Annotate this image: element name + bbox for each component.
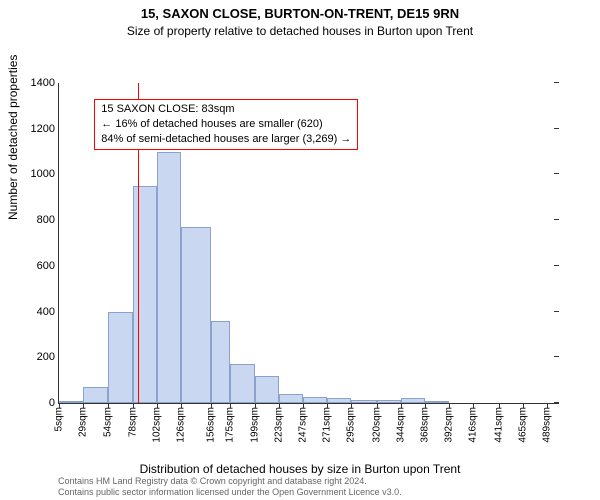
x-tick-label: 441sqm (493, 407, 504, 443)
x-tick-mark (547, 403, 548, 408)
y-tick-label: 600 (37, 260, 55, 272)
x-tick-mark (279, 403, 280, 408)
x-tick-mark (425, 403, 426, 408)
attribution-line-2: Contains public sector information licen… (58, 487, 402, 498)
histogram-bar (279, 394, 303, 403)
x-tick-label: 156sqm (206, 407, 217, 443)
x-tick-mark (351, 403, 352, 408)
y-tick-mark (554, 82, 559, 83)
histogram-bar (255, 376, 279, 403)
x-tick-label: 126sqm (175, 407, 186, 443)
x-tick-label: 199sqm (249, 407, 260, 443)
histogram-bar (303, 397, 327, 403)
x-tick-label: 465sqm (517, 407, 528, 443)
x-tick-mark (303, 403, 304, 408)
x-tick-mark (523, 403, 524, 408)
x-tick-label: 344sqm (395, 407, 406, 443)
plot-area: 02004006008001000120014005sqm29sqm54sqm7… (58, 83, 559, 404)
x-tick-mark (83, 403, 84, 408)
histogram-bar (425, 401, 449, 403)
attribution-text: Contains HM Land Registry data © Crown c… (58, 476, 402, 498)
x-tick-label: 295sqm (346, 407, 357, 443)
y-tick-mark (554, 128, 559, 129)
x-tick-mark (499, 403, 500, 408)
histogram-bar (401, 398, 425, 403)
x-tick-mark (211, 403, 212, 408)
x-tick-mark (255, 403, 256, 408)
y-tick-mark (554, 402, 559, 403)
x-tick-mark (473, 403, 474, 408)
y-tick-mark (554, 265, 559, 266)
histogram-bar (157, 152, 181, 403)
histogram-chart: 02004006008001000120014005sqm29sqm54sqm7… (58, 44, 578, 404)
x-tick-mark (377, 403, 378, 408)
x-tick-mark (401, 403, 402, 408)
y-axis-label: Number of detached properties (6, 55, 20, 220)
x-tick-label: 5sqm (54, 407, 65, 431)
annotation-box: 15 SAXON CLOSE: 83sqm← 16% of detached h… (94, 99, 358, 150)
x-tick-mark (59, 403, 60, 408)
x-tick-mark (133, 403, 134, 408)
x-tick-label: 416sqm (468, 407, 479, 443)
x-tick-label: 271sqm (322, 407, 333, 443)
histogram-bar (211, 321, 230, 403)
x-tick-mark (181, 403, 182, 408)
x-tick-label: 392sqm (444, 407, 455, 443)
histogram-bar (59, 401, 83, 403)
x-tick-label: 54sqm (103, 407, 114, 437)
annotation-line-3: 84% of semi-detached houses are larger (… (101, 132, 351, 147)
x-tick-mark (157, 403, 158, 408)
y-tick-label: 1000 (31, 168, 55, 180)
attribution-line-1: Contains HM Land Registry data © Crown c… (58, 476, 402, 487)
x-tick-label: 320sqm (371, 407, 382, 443)
y-tick-label: 800 (37, 214, 55, 226)
x-tick-mark (108, 403, 109, 408)
x-tick-mark (449, 403, 450, 408)
histogram-bar (377, 400, 401, 403)
histogram-bar (83, 387, 108, 403)
y-tick-label: 200 (37, 351, 55, 363)
x-tick-label: 247sqm (297, 407, 308, 443)
y-tick-mark (554, 311, 559, 312)
x-tick-label: 489sqm (541, 407, 552, 443)
histogram-bar (181, 227, 211, 403)
y-tick-mark (554, 356, 559, 357)
histogram-bar (327, 398, 351, 403)
y-tick-mark (554, 219, 559, 220)
histogram-bar (351, 400, 376, 403)
x-tick-mark (230, 403, 231, 408)
x-tick-label: 102sqm (151, 407, 162, 443)
x-axis-label: Distribution of detached houses by size … (0, 462, 600, 476)
y-tick-label: 400 (37, 306, 55, 318)
x-tick-label: 175sqm (225, 407, 236, 443)
y-tick-label: 1200 (31, 123, 55, 135)
histogram-bar (108, 312, 132, 403)
x-tick-label: 223sqm (273, 407, 284, 443)
y-tick-mark (554, 173, 559, 174)
histogram-bar (133, 186, 157, 403)
x-tick-label: 368sqm (419, 407, 430, 443)
histogram-bar (230, 364, 254, 403)
chart-subtitle: Size of property relative to detached ho… (0, 24, 600, 38)
x-tick-label: 78sqm (127, 407, 138, 437)
y-tick-label: 1400 (31, 77, 55, 89)
chart-title-address: 15, SAXON CLOSE, BURTON-ON-TRENT, DE15 9… (0, 6, 600, 21)
annotation-line-1: 15 SAXON CLOSE: 83sqm (101, 102, 351, 117)
x-tick-label: 29sqm (78, 407, 89, 437)
annotation-line-2: ← 16% of detached houses are smaller (62… (101, 117, 351, 132)
x-tick-mark (327, 403, 328, 408)
